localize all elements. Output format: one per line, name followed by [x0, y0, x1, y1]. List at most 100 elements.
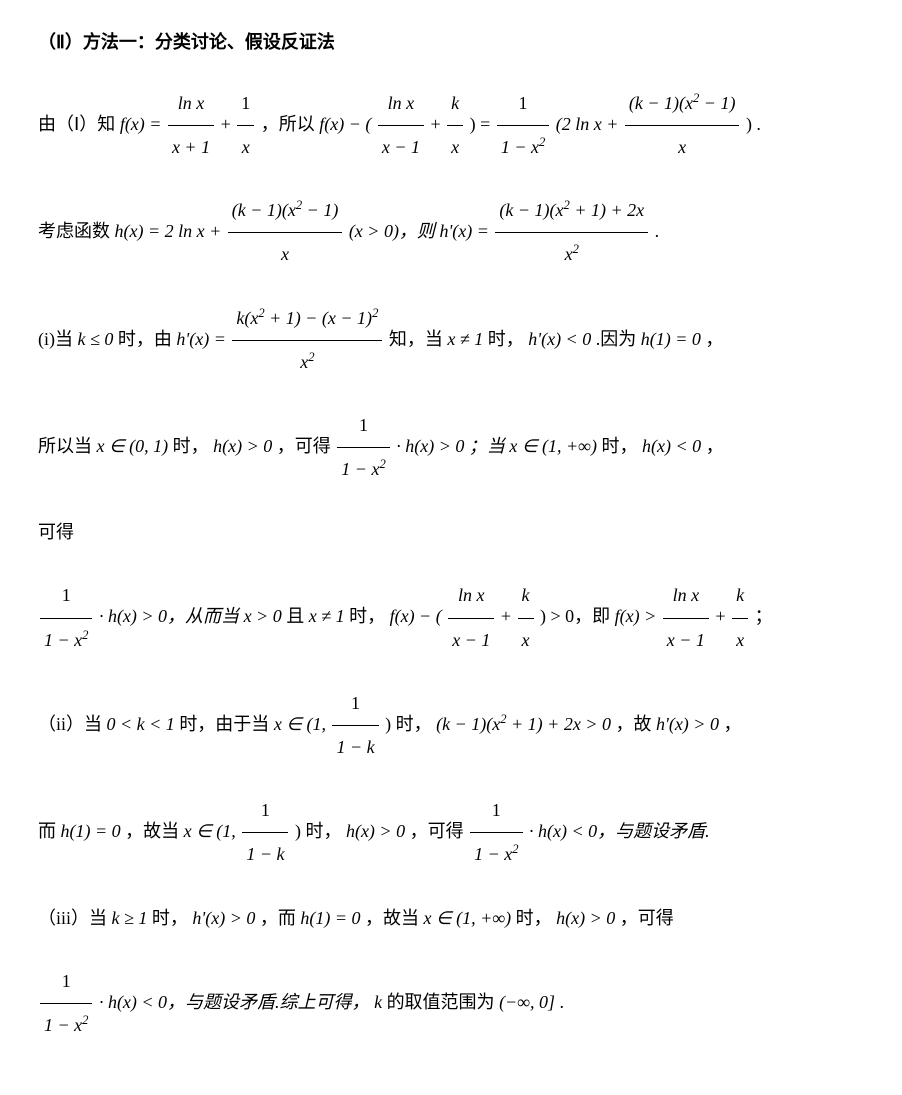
numerator: 1 [237, 82, 254, 126]
math: x ∈ (1, +∞) [509, 436, 597, 456]
math: h(x) > 0 [213, 436, 272, 456]
denominator: x [625, 126, 740, 169]
para-1: 由（Ⅰ）知 f(x) = ln x x + 1 + 1 x ，所以 f(x) −… [38, 82, 880, 169]
fraction: 1 1 − k [242, 789, 288, 876]
text: ，故当 [365, 908, 419, 928]
text: 可得 [38, 522, 74, 542]
fraction: 1 1 − x2 [337, 404, 389, 491]
text: ，而 [260, 908, 296, 928]
text: ) 时， [295, 821, 342, 841]
math: h(1) = 0 [61, 821, 121, 841]
text: 知，当 [389, 328, 443, 348]
text: ) = [470, 114, 491, 134]
math: x ∈ (1, [184, 821, 236, 841]
denominator: x − 1 [663, 619, 709, 662]
text: .因为 [596, 328, 637, 348]
text: . [560, 992, 565, 1012]
para-8: 而 h(1) = 0 ，故当 x ∈ (1, 1 1 − k ) 时， h(x)… [38, 789, 880, 876]
denominator: 1 − x2 [497, 126, 549, 169]
numerator: ln x [448, 574, 494, 618]
math: f(x) = [120, 114, 162, 134]
numerator: 1 [242, 789, 288, 833]
text: 时， [152, 908, 188, 928]
para-2: 考虑函数 h(x) = 2 ln x + (k − 1)(x2 − 1) x (… [38, 189, 880, 276]
text: + [715, 606, 725, 626]
text: ) 时， [385, 714, 432, 734]
fraction: (k − 1)(x2 + 1) + 2x x2 [495, 189, 648, 276]
math: h'(x) > 0 [192, 908, 255, 928]
text: 时，由 [118, 328, 172, 348]
numerator: k [447, 82, 463, 126]
text: + [221, 114, 231, 134]
text: 时， [173, 436, 209, 456]
text: 考虑函数 [38, 221, 110, 241]
fraction: ln x x − 1 [663, 574, 709, 661]
denominator: x2 [232, 341, 382, 384]
text: + [431, 114, 441, 134]
fraction: k x [732, 574, 748, 661]
section-title: （Ⅱ）方法一：分类讨论、假设反证法 [38, 28, 880, 57]
text: 所以当 [38, 436, 92, 456]
text: 由（Ⅰ）知 [38, 114, 115, 134]
text: ，可得 [410, 821, 464, 841]
math: x ≠ 1 [447, 328, 483, 348]
numerator: 1 [337, 404, 389, 448]
denominator: x2 [495, 233, 648, 276]
denominator: 1 − x2 [337, 448, 389, 491]
text: 且 [286, 606, 304, 626]
text: 时，由于当 [179, 714, 269, 734]
denominator: x − 1 [378, 126, 424, 169]
numerator: (k − 1)(x2 − 1) [625, 82, 740, 126]
math: h'(x) > 0 [656, 714, 719, 734]
math: k [374, 992, 382, 1012]
denominator: x [237, 126, 254, 169]
text: 而 [38, 821, 56, 841]
fraction: 1 1 − x2 [40, 574, 92, 661]
fraction: k x [447, 82, 463, 169]
text: ) > 0，即 [540, 606, 610, 626]
numerator: ln x [663, 574, 709, 618]
text: 时， [488, 328, 524, 348]
math: f(x) > [615, 606, 657, 626]
math: · h(x) < 0，与题设矛盾.综上可得， [99, 992, 370, 1012]
math: h(1) = 0 [300, 908, 360, 928]
para-3: (i)当 k ≤ 0 时，由 h'(x) = k(x2 + 1) − (x − … [38, 297, 880, 384]
math: k ≥ 1 [112, 908, 148, 928]
text: 时， [516, 908, 552, 928]
text: (i)当 [38, 328, 73, 348]
fraction: 1 1 − k [332, 682, 378, 769]
text: ，故当 [125, 821, 179, 841]
math: x ∈ (1, [274, 714, 326, 734]
text: （ii）当 [38, 714, 102, 734]
fraction: k(x2 + 1) − (x − 1)2 x2 [232, 297, 382, 384]
para-5: 可得 [38, 511, 880, 554]
text: ， [705, 328, 723, 348]
fraction: 1 1 − x2 [40, 960, 92, 1047]
math: k ≤ 0 [78, 328, 114, 348]
math: h'(x) = [439, 221, 488, 241]
math: h(x) = 2 ln x + [115, 221, 222, 241]
numerator: ln x [378, 82, 424, 126]
math: (2 ln x + [556, 114, 619, 134]
numerator: k(x2 + 1) − (x − 1)2 [232, 297, 382, 341]
text: ，所以 [261, 114, 315, 134]
math: f(x) − ( [390, 606, 442, 626]
math: 0 < k < 1 [107, 714, 175, 734]
text: ， [706, 436, 724, 456]
text: ， [723, 714, 741, 734]
denominator: x − 1 [448, 619, 494, 662]
text: + [501, 606, 511, 626]
numerator: k [732, 574, 748, 618]
denominator: x [732, 619, 748, 662]
fraction: 1 1 − x2 [470, 789, 522, 876]
math: h(x) > 0 [346, 821, 405, 841]
text: ，故 [615, 714, 651, 734]
math: (x > 0)，则 [349, 221, 435, 241]
numerator: 1 [40, 574, 92, 618]
fraction: 1 1 − x2 [497, 82, 549, 169]
denominator: x + 1 [168, 126, 214, 169]
math: x ∈ (1, +∞) [424, 908, 512, 928]
denominator: 1 − k [332, 726, 378, 769]
text: 时， [349, 606, 385, 626]
numerator: 1 [332, 682, 378, 726]
